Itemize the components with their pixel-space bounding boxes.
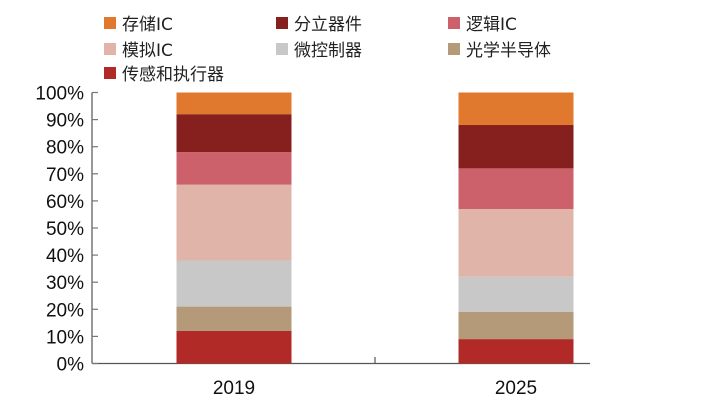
y-tick-label: 100% [35, 84, 84, 105]
legend-swatch [448, 16, 460, 29]
bar-segment [176, 114, 292, 153]
bar-segment [176, 260, 292, 307]
y-tick-label: 90% [46, 111, 84, 132]
y-tick-label: 10% [46, 327, 84, 348]
legend-label: 存储IC [122, 15, 173, 35]
y-tick-label: 50% [46, 219, 84, 240]
y-tick-label: 80% [46, 138, 84, 159]
legend-item: 微控制器 [276, 36, 362, 61]
legend-label: 光学半导体 [466, 41, 551, 61]
y-tick-label: 0% [57, 355, 85, 376]
bar-segment [176, 330, 292, 364]
legend-item: 传感和执行器 [104, 60, 224, 85]
y-tick-label: 70% [46, 165, 84, 186]
bar-segment [458, 125, 574, 169]
bar-segment [176, 184, 292, 261]
legend-swatch [448, 42, 460, 55]
y-tick-label: 60% [46, 192, 84, 213]
legend-swatch [104, 42, 116, 55]
bar-segment [176, 306, 292, 331]
legend-label: 逻辑IC [466, 15, 517, 35]
legend-item: 逻辑IC [448, 10, 517, 35]
legend-label: 模拟IC [122, 41, 173, 61]
legend-swatch [276, 42, 288, 55]
y-tick-label: 30% [46, 273, 84, 294]
legend-swatch [104, 66, 116, 79]
bar-segment [458, 168, 574, 210]
legend-item: 存储IC [104, 10, 173, 35]
bar-segment [176, 92, 292, 115]
legend-swatch [104, 16, 116, 29]
y-tick-label: 20% [46, 300, 84, 321]
legend-label: 分立器件 [294, 15, 362, 35]
legend-label: 微控制器 [294, 41, 362, 61]
bar-segment [458, 209, 574, 277]
legend-swatch [276, 16, 288, 29]
legend-item: 光学半导体 [448, 36, 551, 61]
bar-segment [176, 152, 292, 185]
legend-item: 模拟IC [104, 36, 173, 61]
bar-segment [458, 339, 574, 364]
bar-segment [458, 276, 574, 313]
bar-segment [458, 92, 574, 126]
x-tick-label: 2025 [495, 378, 537, 399]
legend-item: 分立器件 [276, 10, 362, 35]
x-tick-label: 2019 [213, 378, 255, 399]
bar-segment [458, 312, 574, 340]
y-tick-label: 40% [46, 246, 84, 267]
legend-label: 传感和执行器 [122, 65, 224, 85]
